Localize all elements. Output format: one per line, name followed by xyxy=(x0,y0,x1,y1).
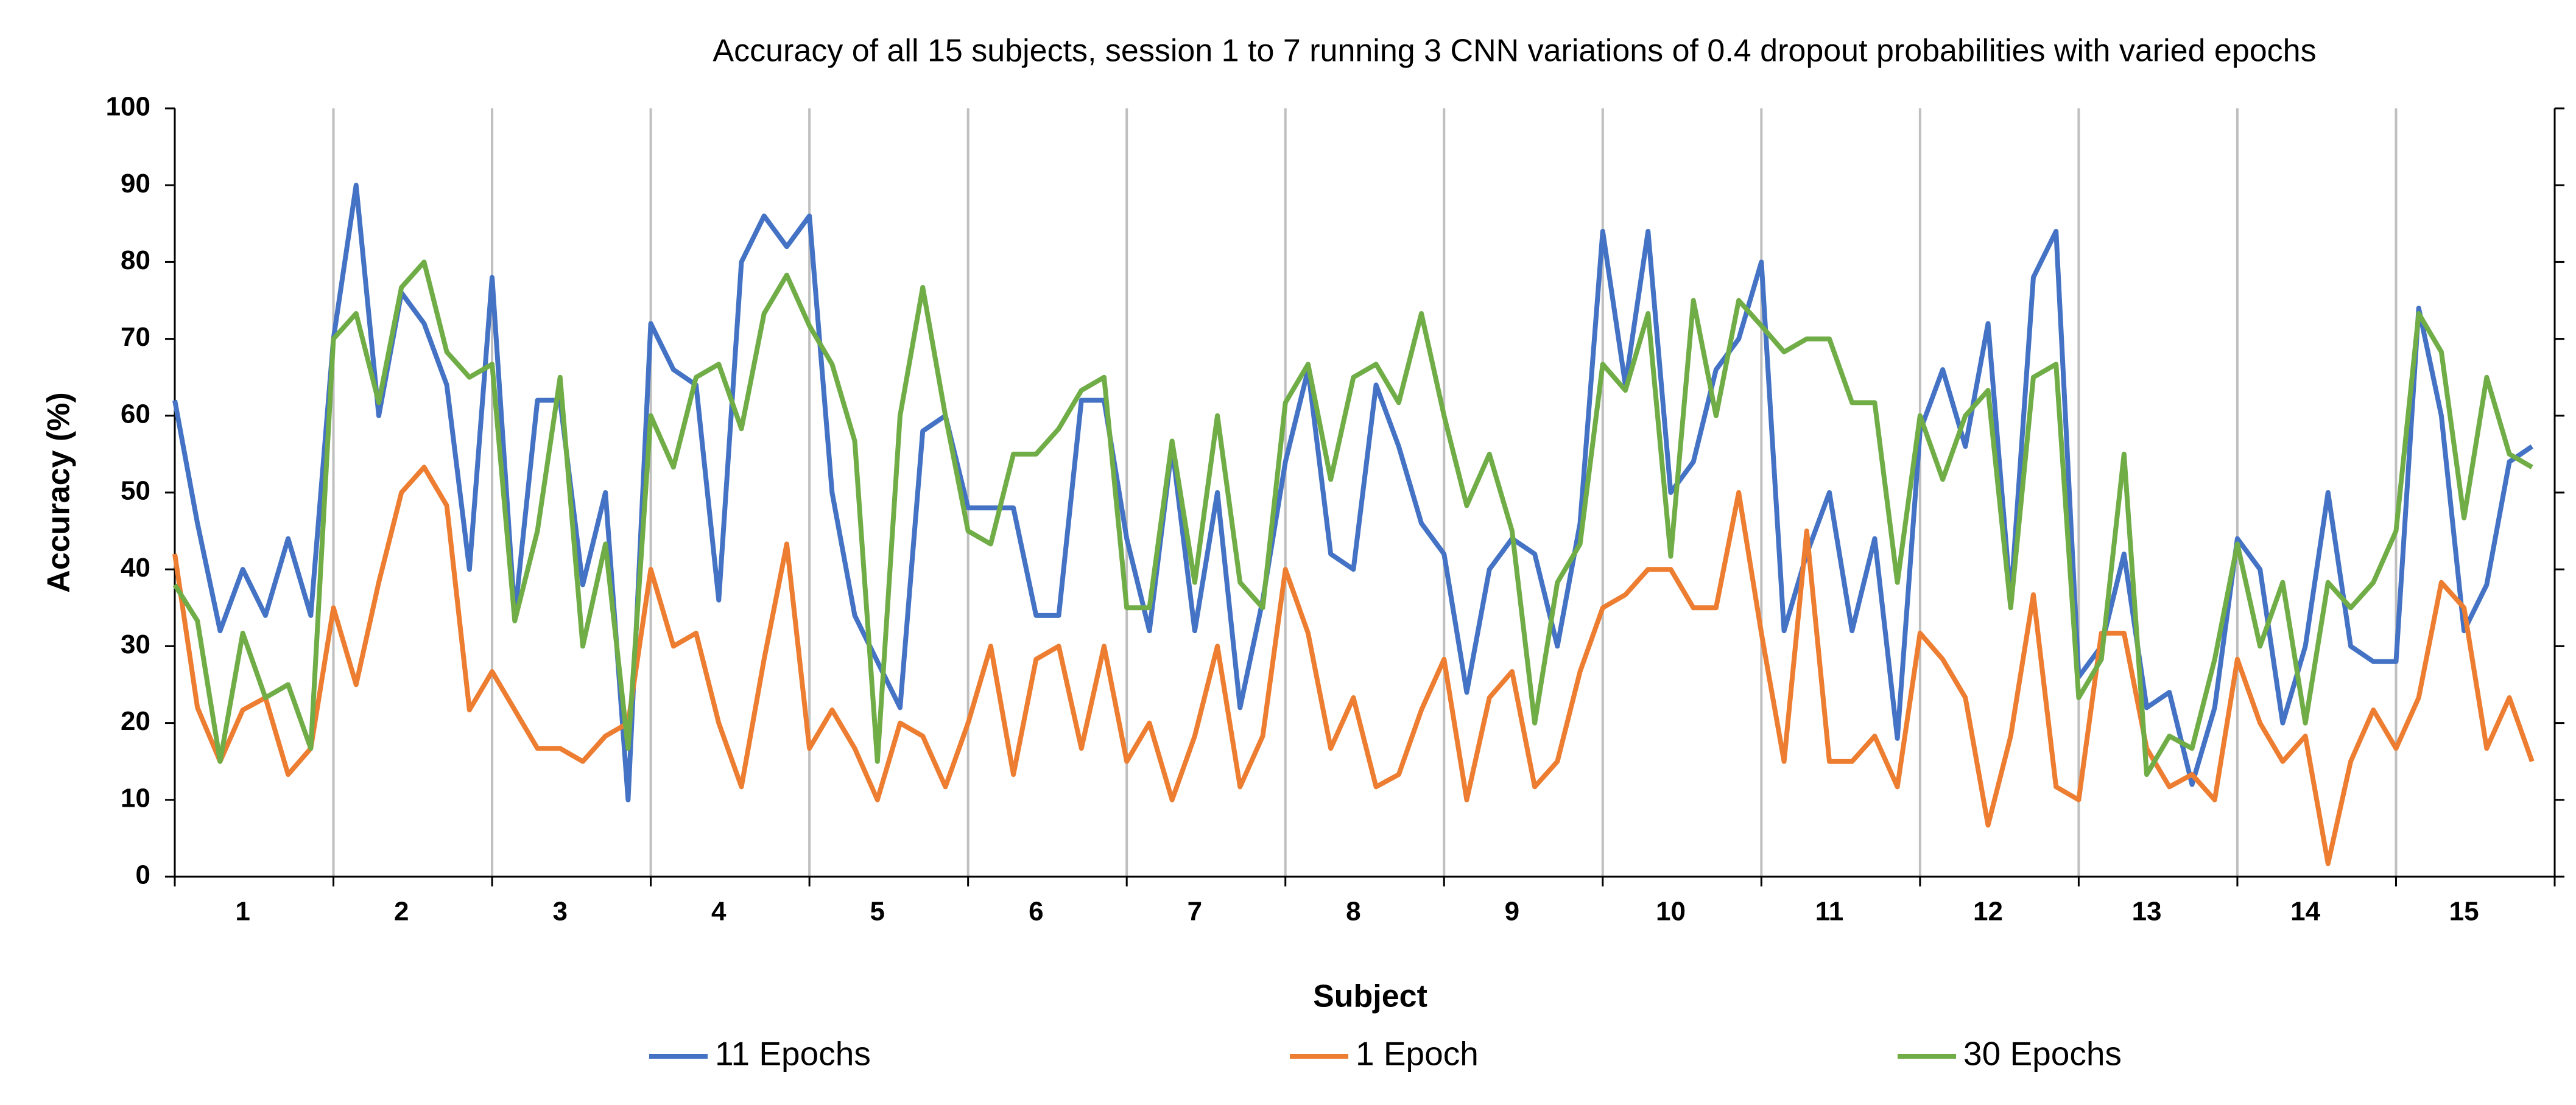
x-tick-label: 1 xyxy=(235,897,250,927)
x-tick-label: 2 xyxy=(394,897,409,927)
x-tick-label: 5 xyxy=(870,897,885,927)
x-tick-label: 7 xyxy=(1188,897,1202,927)
series-line xyxy=(172,259,2533,777)
legend-label: 30 Epochs xyxy=(1963,1035,2122,1073)
y-tick-label: 80 xyxy=(121,245,150,275)
y-tick-label: 20 xyxy=(121,706,150,736)
legend-label: 1 Epoch xyxy=(1356,1035,1479,1073)
y-tick-label: 100 xyxy=(106,92,150,122)
x-tick-label: 3 xyxy=(552,897,567,927)
x-tick-label: 11 xyxy=(1815,897,1844,927)
y-tick-label: 60 xyxy=(121,399,150,429)
x-tick-label: 6 xyxy=(1029,897,1043,927)
series-line xyxy=(172,465,2535,866)
y-tick-label: 50 xyxy=(121,476,150,506)
y-tick-label: 10 xyxy=(121,783,150,813)
x-tick-label: 9 xyxy=(1505,897,1519,927)
x-axis-label: Subject xyxy=(1313,979,1427,1014)
x-tick-label: 14 xyxy=(2290,897,2320,927)
x-tick-label: 8 xyxy=(1346,897,1360,927)
x-tick-label: 4 xyxy=(711,897,727,927)
legend-label: 11 Epochs xyxy=(715,1035,871,1073)
y-axis-label: Accuracy (%) xyxy=(41,392,77,592)
x-tick-label: 12 xyxy=(1973,897,2003,927)
y-tick-label: 0 xyxy=(136,860,150,890)
series-line xyxy=(172,183,2534,802)
y-tick-label: 70 xyxy=(121,322,150,352)
y-tick-label: 40 xyxy=(121,553,150,583)
y-tick-label: 90 xyxy=(121,169,150,198)
x-tick-label: 13 xyxy=(2132,897,2162,927)
x-tick-label: 10 xyxy=(1656,897,1686,927)
chart-title: Accuracy of all 15 subjects, session 1 t… xyxy=(713,33,2316,69)
y-tick-label: 30 xyxy=(121,630,150,659)
x-tick-label: 15 xyxy=(2449,897,2479,927)
